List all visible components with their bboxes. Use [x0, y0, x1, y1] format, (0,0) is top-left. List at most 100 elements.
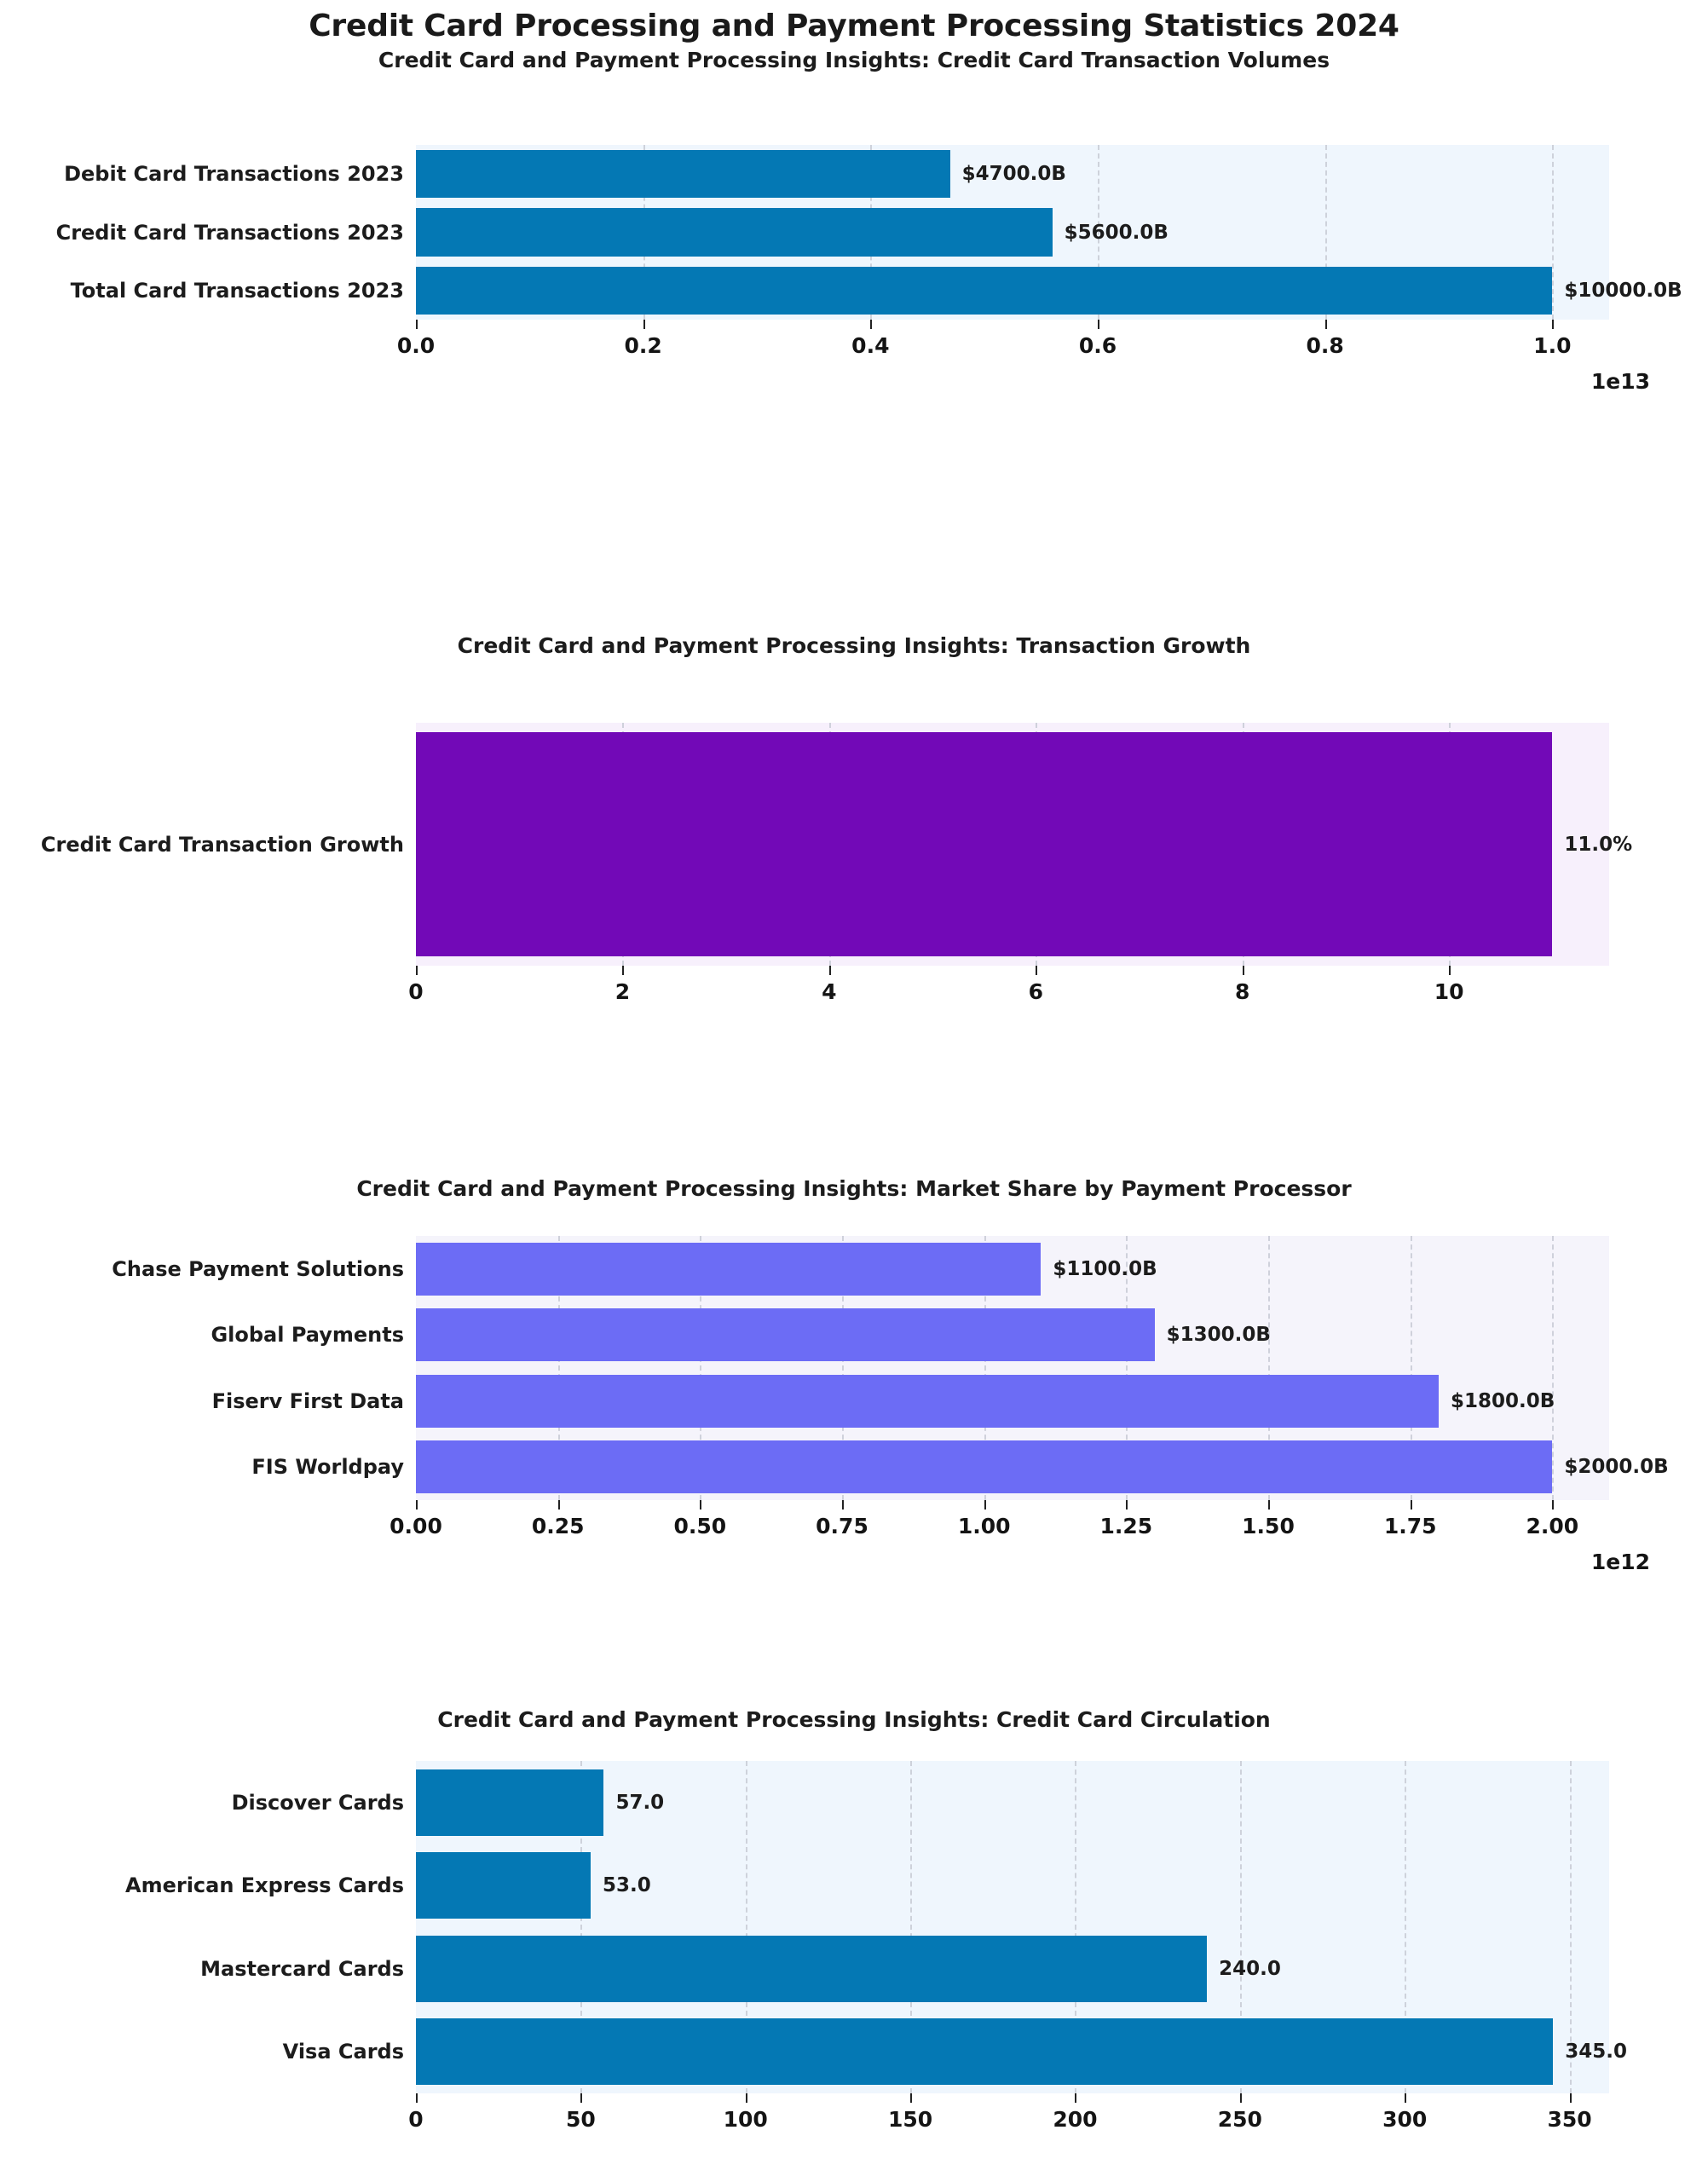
x-axis-tick-label: 1.75 — [1383, 1514, 1437, 1538]
bar-value-label: 53.0 — [602, 1874, 651, 1897]
x-axis-tick — [416, 320, 418, 329]
x-axis-tick — [1268, 1500, 1270, 1510]
x-axis-tick — [1410, 1500, 1412, 1510]
category-label: American Express Cards — [125, 1873, 404, 1898]
x-axis-tick-label: 0.4 — [851, 333, 890, 358]
x-axis-tick — [745, 2093, 747, 2103]
x-axis-tick-label: 0.25 — [531, 1514, 585, 1538]
x-axis-tick — [416, 1500, 418, 1510]
x-axis-tick — [1324, 320, 1327, 329]
gridline — [557, 1236, 560, 1500]
x-axis-tick-label: 0.8 — [1306, 333, 1344, 358]
gridline — [910, 1761, 913, 2093]
x-axis-tick — [1449, 966, 1451, 975]
gridline — [1324, 145, 1327, 320]
bar — [416, 1852, 591, 1919]
category-label: Visa Cards — [282, 2040, 404, 2064]
x-axis-offset-label: 1e13 — [1590, 369, 1650, 394]
x-axis-tick-label: 100 — [723, 2107, 768, 2132]
x-axis-tick — [1075, 2093, 1077, 2103]
category-label: Mastercard Cards — [200, 1956, 404, 1981]
x-axis-tick-label: 1.25 — [1099, 1514, 1153, 1538]
bar-value-label: $1800.0B — [1451, 1389, 1555, 1412]
category-label: Credit Card Transactions 2023 — [55, 220, 404, 245]
x-axis-tick — [870, 320, 873, 329]
bar — [416, 1374, 1439, 1428]
category-label: Chase Payment Solutions — [112, 1256, 404, 1281]
bar — [416, 1440, 1553, 1494]
bar-value-label: $2000.0B — [1564, 1456, 1669, 1479]
gridline — [1075, 1761, 1077, 2093]
x-axis-tick-label: 1.00 — [957, 1514, 1011, 1538]
bar — [416, 2018, 1554, 2086]
x-axis-tick-label: 2 — [615, 979, 631, 1004]
gridline — [1405, 1761, 1407, 2093]
x-axis-tick — [1126, 1500, 1128, 1510]
bar-value-label: $1100.0B — [1053, 1257, 1157, 1280]
bar — [416, 732, 1553, 956]
category-label: Debit Card Transactions 2023 — [64, 162, 404, 187]
bar — [416, 208, 1053, 257]
x-axis-offset-label: 1e12 — [1590, 1550, 1650, 1574]
gridline — [842, 1236, 844, 1500]
x-axis-tick-label: 1.0 — [1533, 333, 1572, 358]
bar — [416, 1935, 1208, 2002]
gridline — [700, 1236, 702, 1500]
x-axis-tick-label: 0.75 — [816, 1514, 868, 1538]
category-label: Discover Cards — [231, 1790, 404, 1815]
gridline — [1268, 1236, 1270, 1500]
gridline — [580, 1761, 583, 2093]
gridline — [1126, 1236, 1128, 1500]
x-axis-tick — [580, 2093, 583, 2103]
gridline — [1098, 145, 1099, 320]
x-axis-tick — [700, 1500, 702, 1510]
x-axis-tick — [622, 966, 625, 975]
chart-1-title: Credit Card and Payment Processing Insig… — [378, 48, 1330, 72]
category-label: Fiserv First Data — [211, 1388, 404, 1413]
x-axis-tick-label: 1.50 — [1242, 1514, 1295, 1538]
x-axis-tick-label: 2.00 — [1526, 1514, 1579, 1538]
x-axis-tick — [416, 966, 418, 975]
bar-value-label: 57.0 — [615, 1791, 665, 1814]
x-axis-tick-label: 150 — [888, 2107, 933, 2132]
x-axis-tick — [1098, 320, 1099, 329]
gridline — [1552, 145, 1555, 320]
x-axis-tick — [828, 966, 831, 975]
x-axis-tick-label: 0.6 — [1078, 333, 1117, 358]
x-axis-tick — [910, 2093, 913, 2103]
category-label: Total Card Transactions 2023 — [70, 278, 404, 303]
x-axis-tick — [1569, 2093, 1572, 2103]
x-axis-tick — [1552, 1500, 1555, 1510]
category-label: Global Payments — [211, 1323, 404, 1348]
bar-value-label: 240.0 — [1219, 1957, 1281, 1980]
x-axis-tick-label: 10 — [1434, 979, 1464, 1004]
bar-value-label: $1300.0B — [1166, 1324, 1271, 1347]
chart-4-title: Credit Card and Payment Processing Insig… — [437, 1707, 1271, 1732]
bar — [416, 1308, 1155, 1362]
x-axis-tick-label: 4 — [822, 979, 837, 1004]
chart-2-plot: 11.0% Credit Card Transaction Growth 0 2 4 6 8… — [41, 723, 1632, 1004]
x-axis-tick-label: 0.2 — [624, 333, 662, 358]
gridline — [1239, 1761, 1242, 2093]
bar — [416, 266, 1553, 315]
x-axis-tick-label: 200 — [1053, 2107, 1098, 2132]
gridline — [745, 1761, 747, 2093]
chart-2-title: Credit Card and Payment Processing Insig… — [457, 633, 1251, 658]
x-axis-tick-label: 0.0 — [396, 333, 436, 358]
gridline — [1569, 1761, 1572, 2093]
bar — [416, 150, 950, 199]
x-axis-tick-label: 300 — [1382, 2107, 1428, 2132]
bar-value-label: $4700.0B — [961, 163, 1066, 186]
x-axis-tick — [416, 2093, 418, 2103]
chart-3-title: Credit Card and Payment Processing Insig… — [356, 1176, 1352, 1201]
category-label: Credit Card Transaction Growth — [40, 832, 404, 857]
gridline — [984, 1236, 986, 1500]
bar — [416, 1242, 1042, 1296]
x-axis-tick-label: 0.50 — [673, 1514, 727, 1538]
gridline — [1552, 1236, 1555, 1500]
gridline — [1410, 1236, 1412, 1500]
x-axis-tick-label: 0 — [408, 979, 424, 1004]
x-axis-tick — [1552, 320, 1555, 329]
x-axis-tick — [842, 1500, 844, 1510]
